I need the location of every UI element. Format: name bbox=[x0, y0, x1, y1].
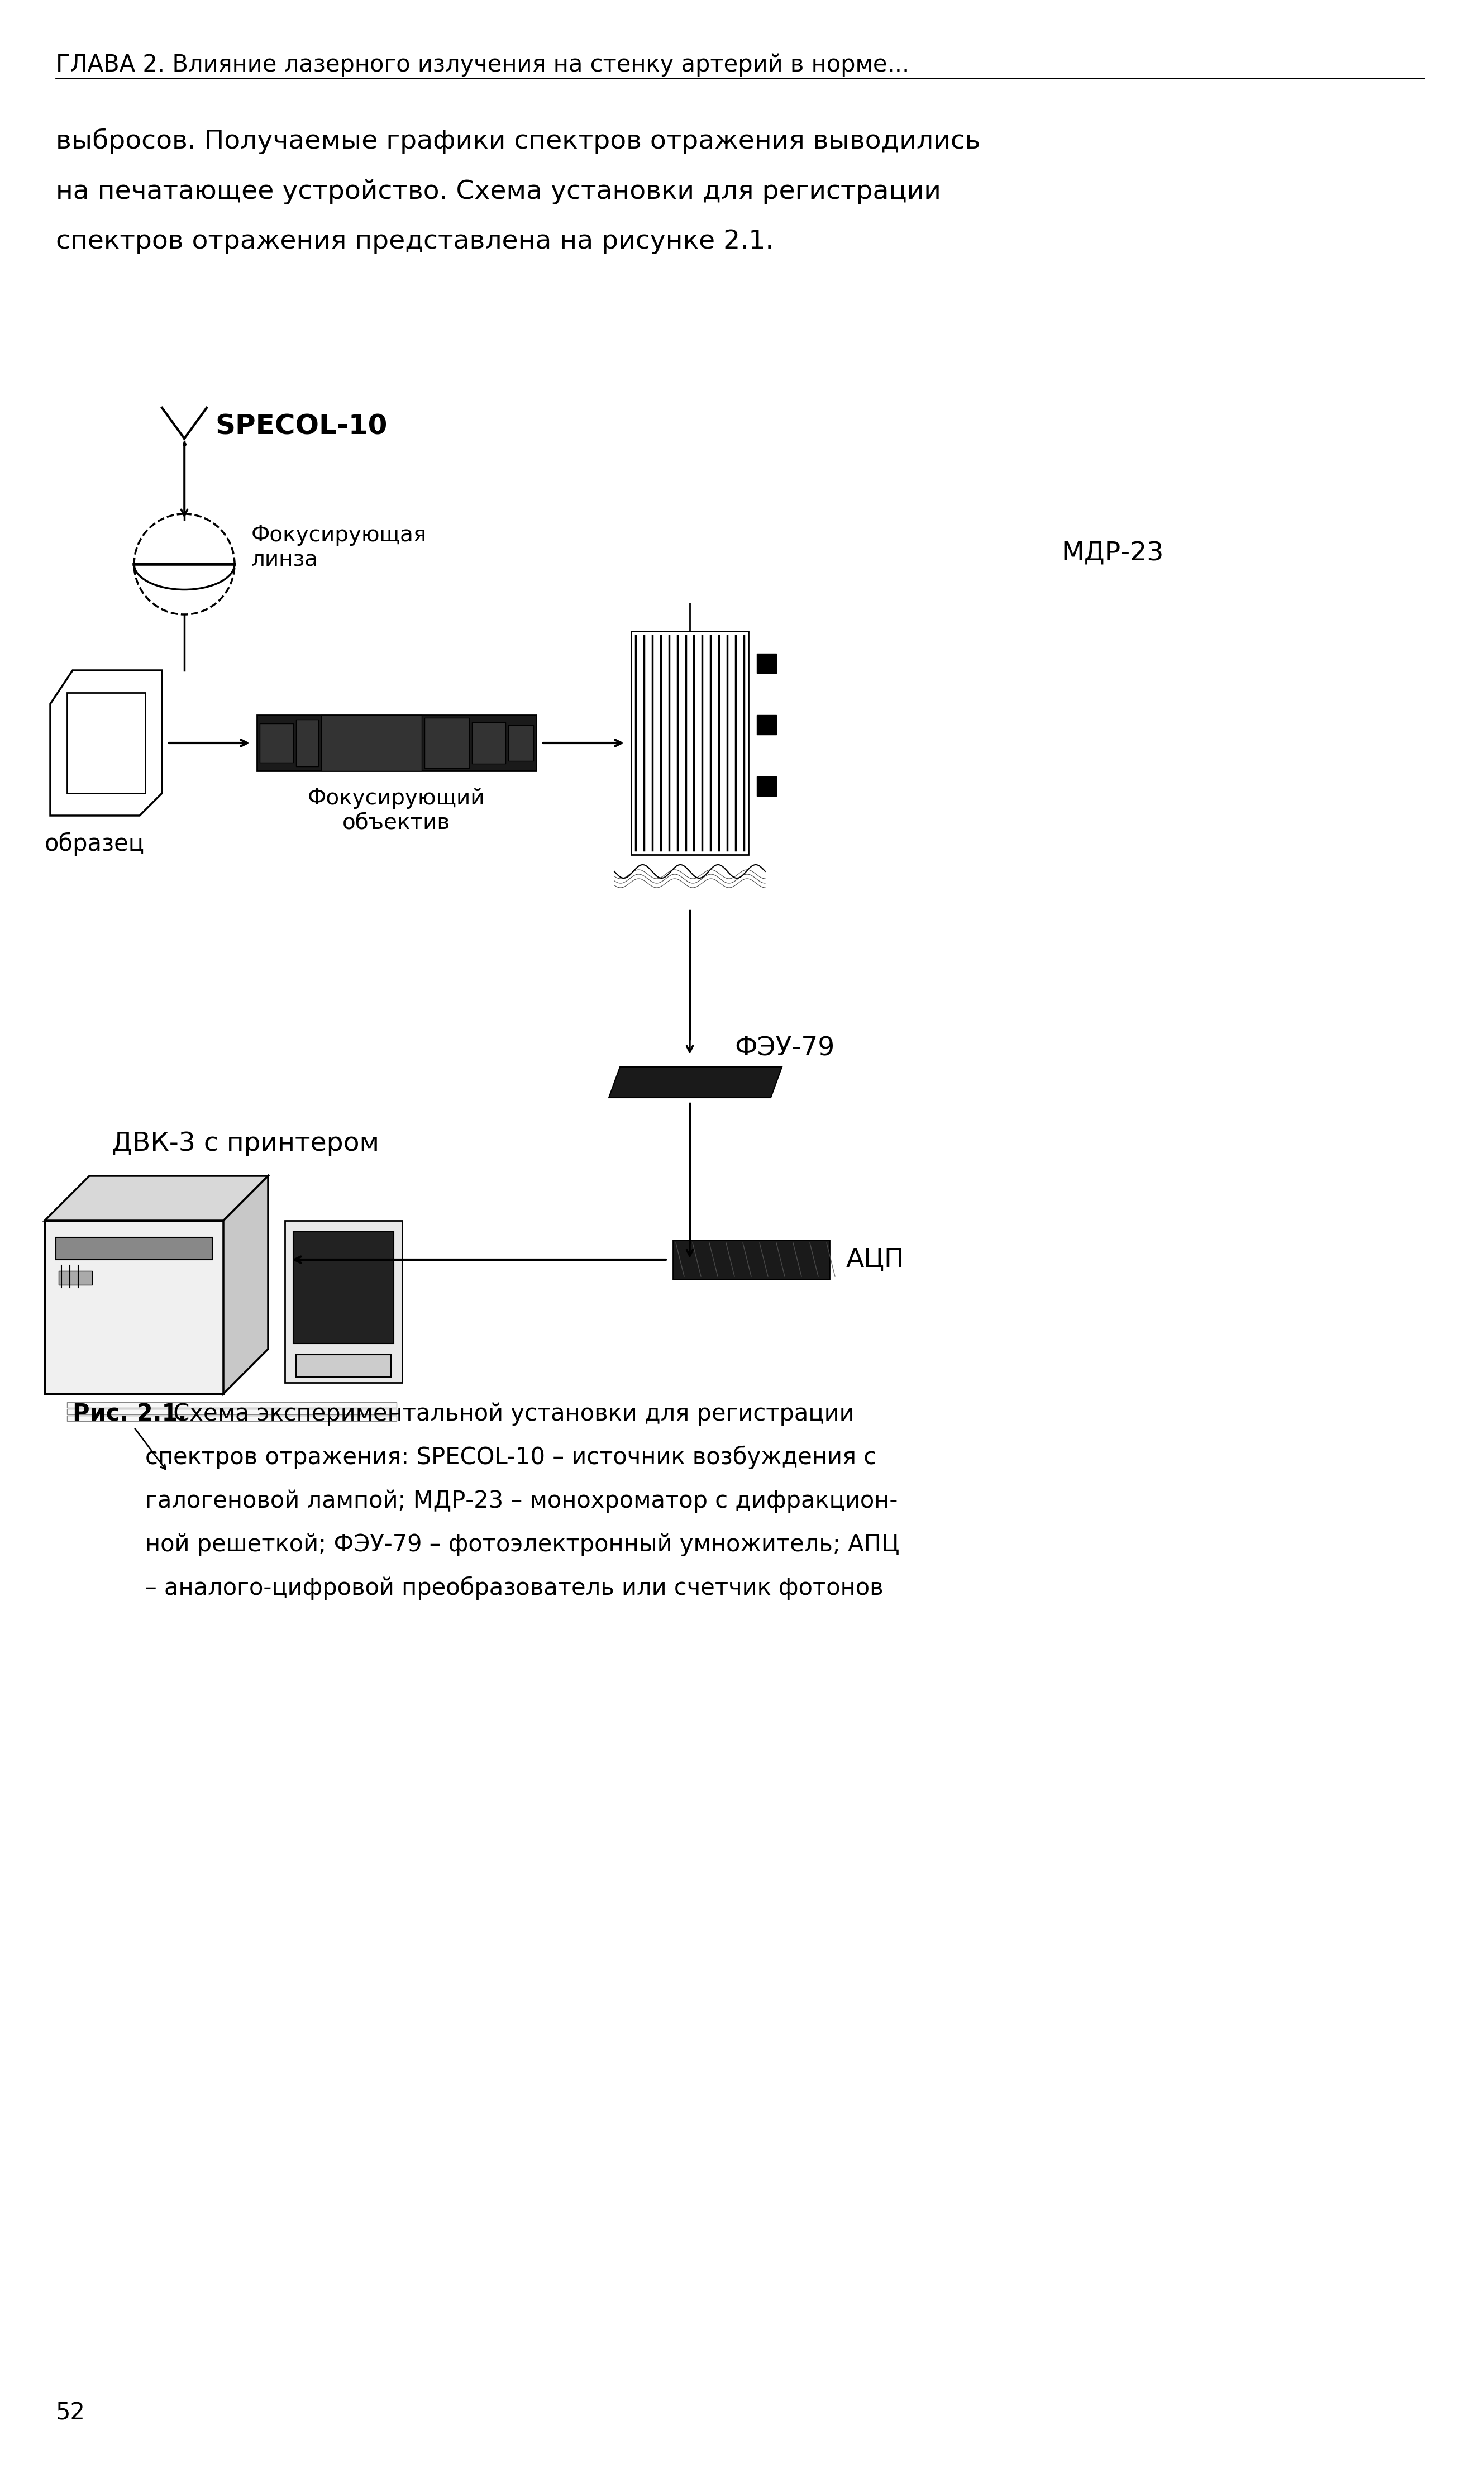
Text: Рис. 2.1.: Рис. 2.1. bbox=[73, 1402, 187, 1427]
FancyBboxPatch shape bbox=[757, 777, 776, 797]
FancyBboxPatch shape bbox=[260, 723, 294, 763]
Text: образец: образец bbox=[45, 832, 144, 856]
FancyBboxPatch shape bbox=[257, 716, 536, 770]
Text: МДР-23: МДР-23 bbox=[1061, 540, 1163, 565]
FancyBboxPatch shape bbox=[56, 1236, 212, 1259]
FancyBboxPatch shape bbox=[757, 716, 776, 735]
Text: Фокусирующая
линза: Фокусирующая линза bbox=[251, 526, 427, 570]
FancyBboxPatch shape bbox=[295, 1355, 390, 1377]
Text: спектров отражения: SPECOL-10 – источник возбуждения с: спектров отражения: SPECOL-10 – источник… bbox=[145, 1446, 877, 1468]
Text: Схема экспериментальной установки для регистрации: Схема экспериментальной установки для ре… bbox=[166, 1402, 855, 1427]
FancyBboxPatch shape bbox=[59, 1271, 92, 1286]
FancyBboxPatch shape bbox=[508, 726, 533, 760]
Text: 52: 52 bbox=[56, 2401, 86, 2424]
FancyBboxPatch shape bbox=[631, 632, 748, 854]
FancyBboxPatch shape bbox=[67, 1417, 396, 1422]
Text: ФЭУ-79: ФЭУ-79 bbox=[735, 1037, 834, 1061]
FancyBboxPatch shape bbox=[674, 1239, 830, 1278]
FancyBboxPatch shape bbox=[294, 1232, 393, 1343]
Text: SPECOL-10: SPECOL-10 bbox=[215, 412, 387, 439]
Polygon shape bbox=[608, 1066, 782, 1098]
Text: ДВК-3 с принтером: ДВК-3 с принтером bbox=[111, 1130, 380, 1157]
Text: галогеновой лампой; МДР-23 – монохроматор с дифракцион-: галогеновой лампой; МДР-23 – монохромато… bbox=[145, 1488, 898, 1513]
FancyBboxPatch shape bbox=[321, 716, 421, 770]
FancyBboxPatch shape bbox=[67, 1402, 396, 1407]
FancyBboxPatch shape bbox=[424, 718, 469, 768]
Text: выбросов. Получаемые графики спектров отражения выводились: выбросов. Получаемые графики спектров от… bbox=[56, 128, 981, 155]
FancyBboxPatch shape bbox=[45, 1222, 224, 1394]
Text: Фокусирующий
объектив: Фокусирующий объектив bbox=[307, 787, 485, 834]
Polygon shape bbox=[45, 1175, 269, 1222]
Text: АЦП: АЦП bbox=[846, 1246, 905, 1273]
FancyBboxPatch shape bbox=[472, 723, 506, 763]
Text: на печатающее устройство. Схема установки для регистрации: на печатающее устройство. Схема установк… bbox=[56, 178, 941, 205]
Text: – аналого-цифровой преобразователь или счетчик фотонов: – аналого-цифровой преобразователь или с… bbox=[145, 1577, 883, 1599]
FancyBboxPatch shape bbox=[295, 721, 319, 768]
FancyBboxPatch shape bbox=[285, 1222, 402, 1382]
Polygon shape bbox=[224, 1175, 269, 1394]
Text: ГЛАВА 2. Влияние лазерного излучения на стенку артерий в норме...: ГЛАВА 2. Влияние лазерного излучения на … bbox=[56, 54, 910, 77]
Text: спектров отражения представлена на рисунке 2.1.: спектров отражения представлена на рисун… bbox=[56, 230, 773, 254]
Text: ной решеткой; ФЭУ-79 – фотоэлектронный умножитель; АПЦ: ной решеткой; ФЭУ-79 – фотоэлектронный у… bbox=[145, 1533, 899, 1557]
FancyBboxPatch shape bbox=[67, 1409, 396, 1414]
FancyBboxPatch shape bbox=[757, 654, 776, 674]
